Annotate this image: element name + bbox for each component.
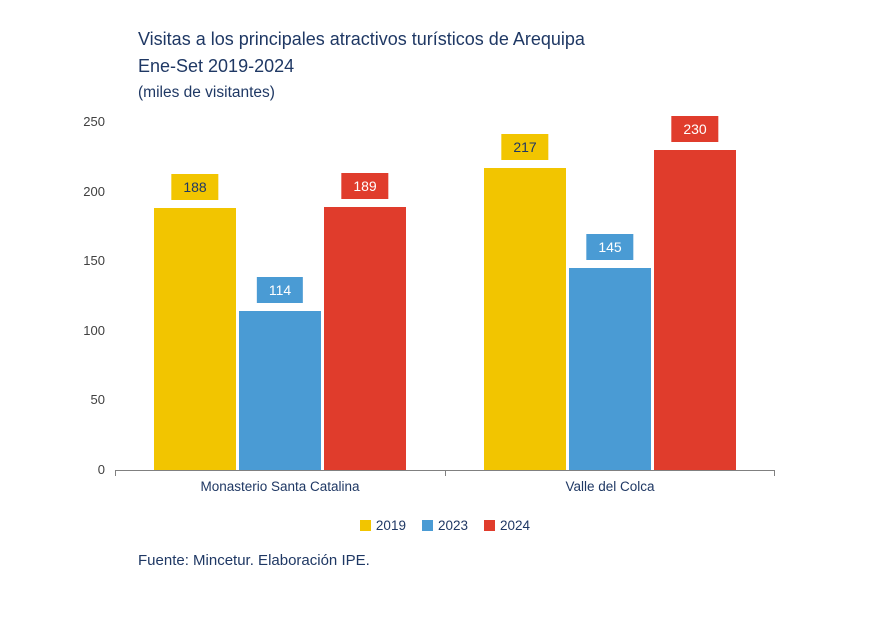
legend-swatch-icon (359, 520, 371, 531)
legend-item-2024: 2024 (484, 518, 530, 533)
axis-tick-mark (774, 470, 775, 476)
y-tick-label: 100 (83, 322, 105, 338)
bar-2024-cat0: 189 (324, 172, 406, 470)
x-category-label: Monasterio Santa Catalina (200, 479, 360, 494)
bar-group-1: 217 145 230 (445, 115, 775, 470)
chart-title-line1: Visitas a los principales atractivos tur… (138, 29, 585, 49)
x-category-label: Valle del Colca (565, 479, 655, 494)
y-tick-label: 0 (97, 462, 105, 477)
source-note: Fuente: Mincetur. Elaboración IPE. (138, 552, 370, 569)
legend-swatch-icon (484, 520, 496, 531)
y-tick-label: 250 (83, 114, 105, 129)
bar-group-0: 188 114 189 (115, 122, 445, 470)
y-tick-label: 50 (90, 392, 105, 408)
legend-swatch-icon (421, 520, 433, 531)
y-tick-label: 200 (83, 183, 105, 199)
legend-item-2019: 2019 (359, 518, 406, 533)
plot-area: 188 114 189 217 145 230 (115, 115, 775, 476)
bar-2019-cat1: 217 (484, 133, 566, 470)
bar-data-label: 188 (171, 174, 219, 201)
bar-data-label: 145 (586, 234, 634, 261)
bar-data-label: 189 (341, 172, 389, 199)
chart-title-block: Visitas a los principales atractivos tur… (138, 26, 585, 104)
bar-2024-cat1: 230 (654, 115, 736, 470)
bar-data-label: 230 (671, 115, 719, 142)
axis-tick-mark (115, 470, 116, 476)
axis-tick-mark (445, 470, 446, 476)
bar-data-label: 114 (256, 277, 304, 304)
bar-2023-cat1: 145 (569, 234, 651, 470)
legend: 2019 2023 2024 (115, 518, 775, 533)
x-axis-labels: Monasterio Santa Catalina Valle del Colca (115, 479, 775, 494)
legend-item-2023: 2023 (421, 518, 469, 533)
legend-label: 2019 (375, 518, 406, 533)
bar-2019-cat0: 188 (154, 174, 236, 470)
chart-title-line2: Ene-Set 2019-2024 (138, 56, 295, 76)
bar-2023-cat0: 114 (239, 277, 321, 470)
y-axis: 0 50 100 150 200 250 (0, 115, 105, 477)
y-tick-label: 150 (83, 253, 105, 269)
chart-subtitle: (miles de visitantes) (138, 84, 275, 101)
legend-label: 2024 (500, 518, 531, 533)
legend-label: 2023 (437, 518, 469, 533)
bar-data-label: 217 (501, 133, 549, 160)
